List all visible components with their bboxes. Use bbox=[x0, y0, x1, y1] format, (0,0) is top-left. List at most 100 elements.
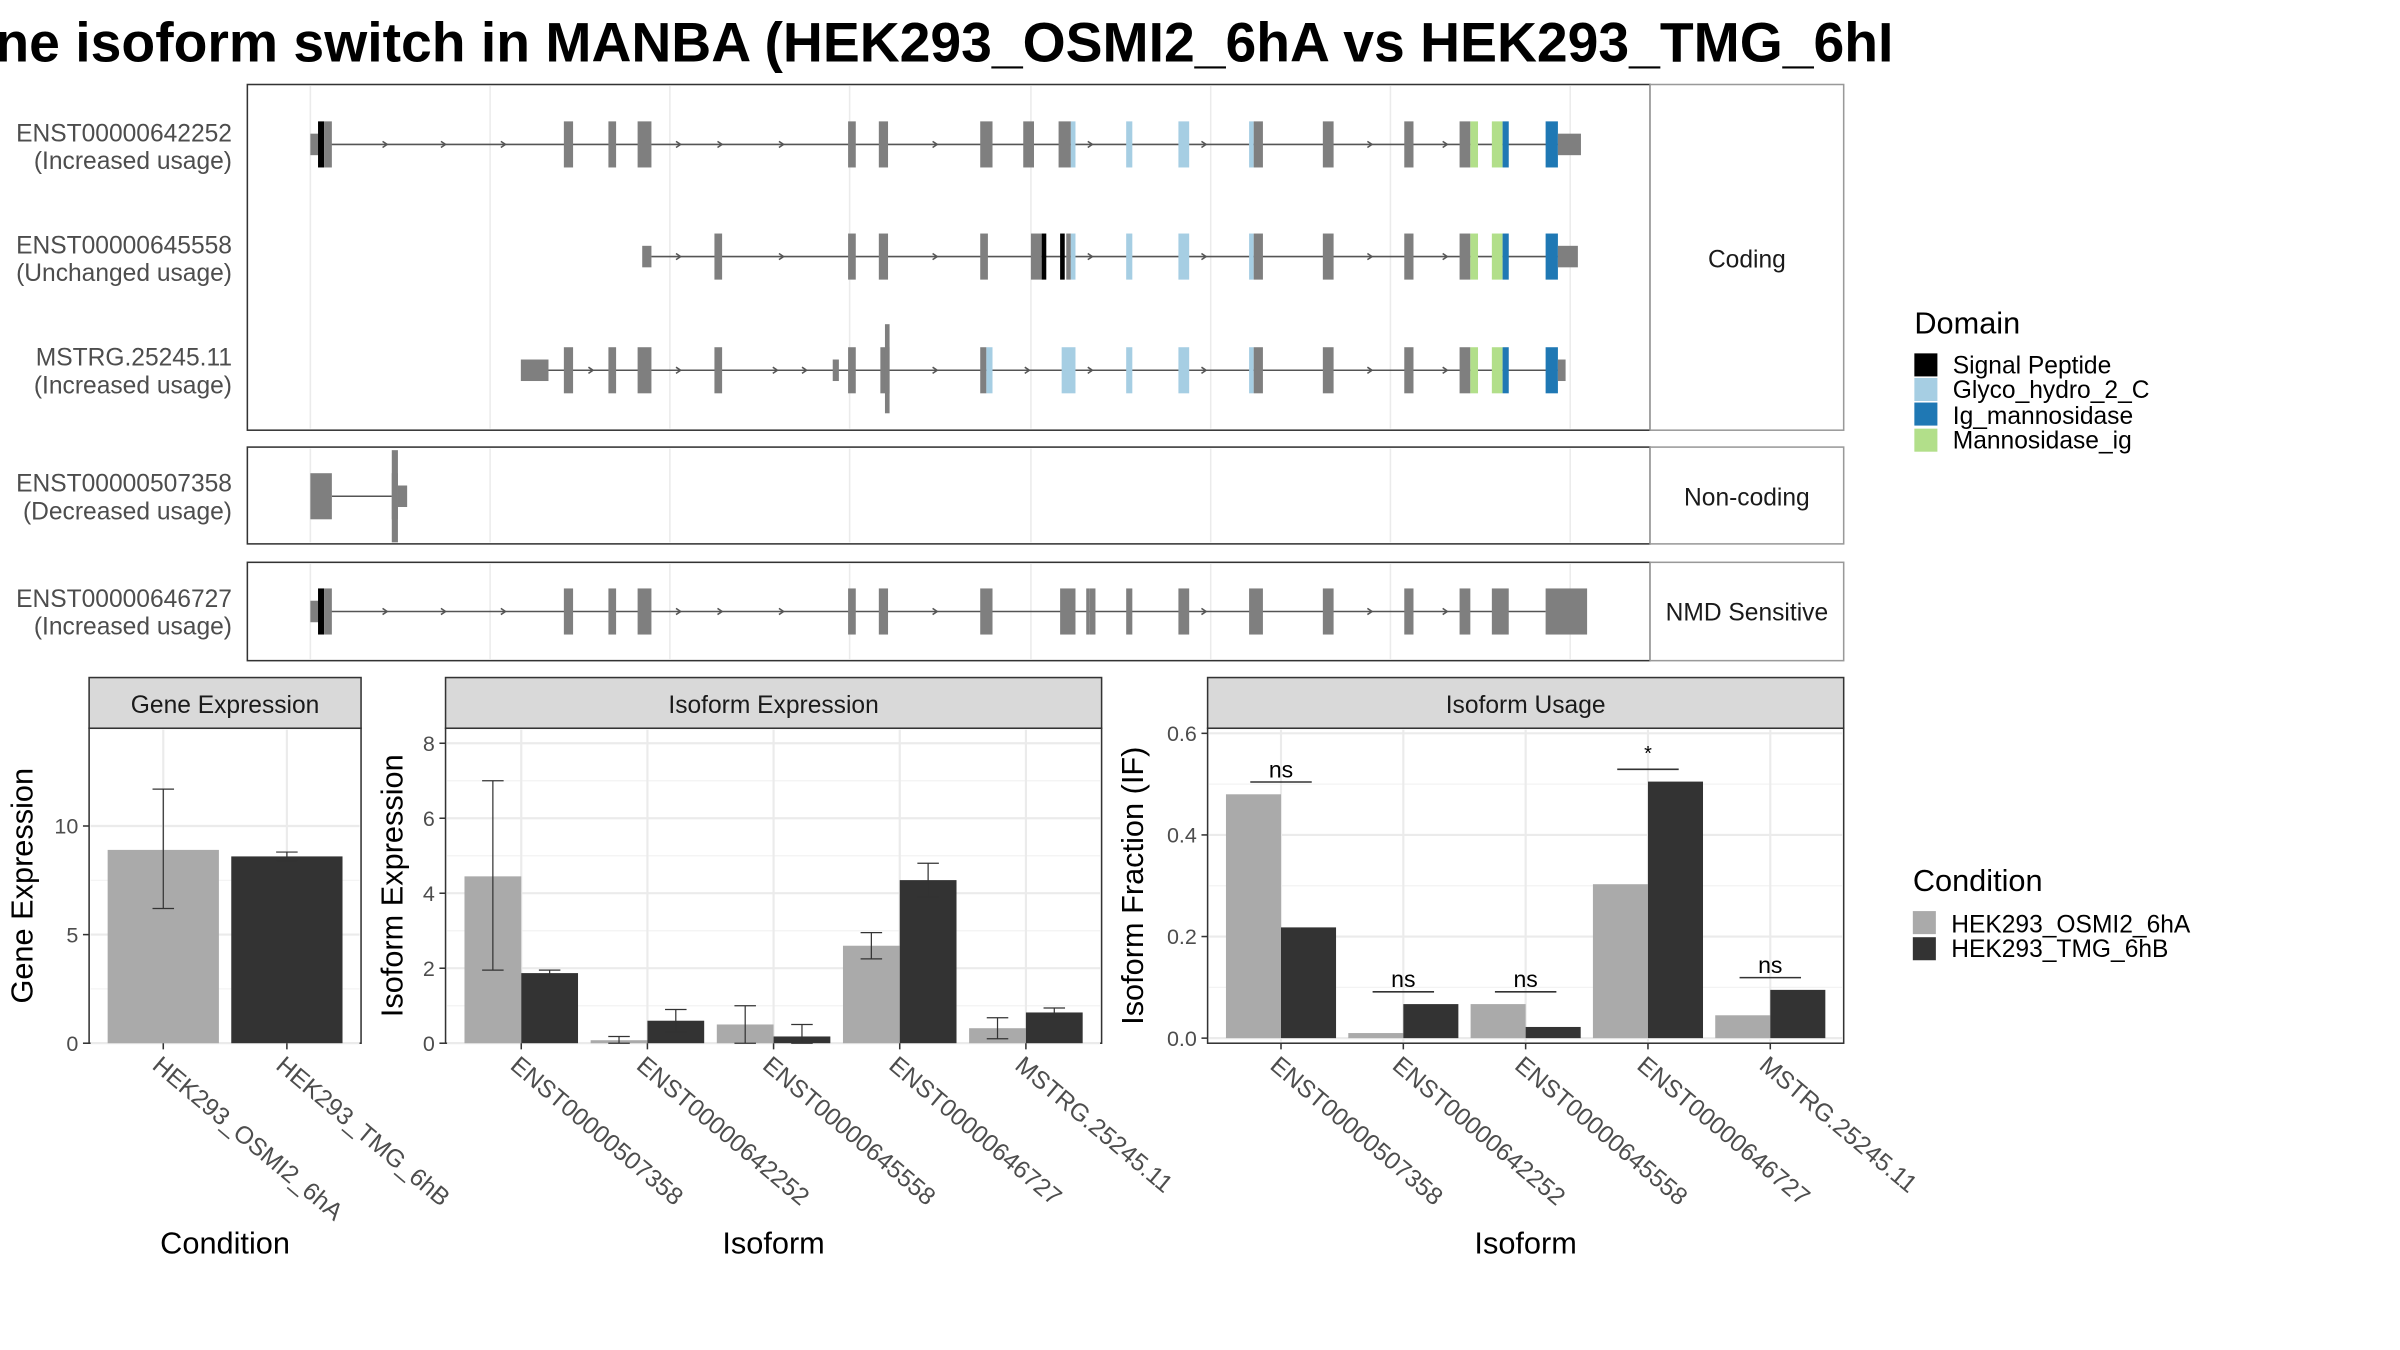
exon bbox=[1178, 233, 1190, 280]
exon bbox=[1322, 347, 1334, 394]
exon bbox=[848, 121, 856, 168]
significance-label: ns bbox=[1269, 756, 1293, 782]
exon bbox=[1253, 347, 1263, 394]
exon bbox=[1459, 347, 1471, 394]
exon bbox=[878, 588, 889, 635]
exon bbox=[1070, 233, 1076, 280]
exon bbox=[1404, 588, 1414, 635]
strand-arrow bbox=[1442, 607, 1449, 616]
bar bbox=[231, 856, 343, 1044]
exon bbox=[980, 347, 987, 394]
strand-arrow bbox=[675, 140, 683, 149]
strand-arrow bbox=[675, 366, 683, 374]
strand-arrow bbox=[1442, 140, 1449, 149]
exon bbox=[324, 121, 332, 168]
isoform-usage-strip bbox=[1206, 676, 1845, 730]
exon bbox=[1470, 121, 1479, 168]
exon bbox=[1030, 233, 1042, 280]
exon bbox=[310, 133, 320, 156]
strand-arrow bbox=[778, 252, 785, 261]
exon bbox=[1404, 121, 1414, 168]
transcript-structures bbox=[310, 121, 1588, 635]
exon bbox=[1061, 347, 1076, 394]
exon bbox=[1557, 359, 1566, 382]
bar bbox=[1770, 989, 1826, 1039]
strand-arrow bbox=[1366, 140, 1374, 149]
exon bbox=[1070, 121, 1076, 168]
exon bbox=[1060, 588, 1076, 635]
exon bbox=[832, 359, 839, 382]
noncoding-strip bbox=[1649, 446, 1845, 545]
strand-arrow bbox=[778, 607, 785, 616]
exon bbox=[1126, 347, 1133, 394]
significance-label: * bbox=[1644, 743, 1652, 765]
exon bbox=[1253, 121, 1263, 168]
gene-expression-strip-title: Gene Expression bbox=[131, 692, 320, 719]
exon bbox=[637, 121, 652, 168]
strand-arrow bbox=[1442, 366, 1449, 374]
transcript-label-usage: (Increased usage) bbox=[34, 372, 232, 399]
structure-section: Coding Non-coding NMD Sensitive ENST0000… bbox=[16, 83, 1845, 662]
figure-title: ne isoform switch in MANBA (HEK293_OSMI2… bbox=[0, 11, 1893, 73]
exon bbox=[608, 588, 617, 635]
y-tick-label: 0.6 bbox=[1167, 722, 1197, 746]
legend-key-ig-mannosidase bbox=[1914, 402, 1938, 426]
exon bbox=[1502, 121, 1509, 168]
exon bbox=[310, 473, 332, 520]
exon bbox=[1545, 233, 1558, 280]
coding-strip-label: Coding bbox=[1708, 246, 1786, 273]
bar bbox=[1470, 1004, 1526, 1039]
exon bbox=[1322, 588, 1334, 635]
legend-label: HEK293_TMG_6hB bbox=[1951, 936, 2168, 963]
legend-label: Mannosidase_ig bbox=[1953, 428, 2132, 455]
exon bbox=[1502, 233, 1509, 280]
exon bbox=[1557, 245, 1578, 268]
exon bbox=[608, 347, 617, 394]
bar bbox=[1348, 1033, 1404, 1039]
isoform-expression-y-title: Isoform Expression bbox=[375, 754, 410, 1017]
exon bbox=[980, 588, 993, 635]
strand-arrow bbox=[717, 607, 724, 616]
exon bbox=[1502, 347, 1509, 394]
transcript-label-id: ENST00000642252 bbox=[16, 120, 232, 147]
isoform-usage-chart: Isoform Usage Isoform Fraction (IF) Isof… bbox=[1115, 676, 1922, 1261]
exon bbox=[1322, 121, 1334, 168]
isoform-usage-y-title: Isoform Fraction (IF) bbox=[1115, 747, 1150, 1025]
transcript-label-id: MSTRG.25245.11 bbox=[36, 345, 232, 372]
bar bbox=[899, 880, 957, 1044]
noncoding-panel bbox=[246, 446, 1651, 545]
exon bbox=[1404, 347, 1414, 394]
exon bbox=[563, 588, 574, 635]
transcript-label-id: ENST00000646727 bbox=[16, 586, 232, 613]
exon bbox=[318, 121, 325, 168]
strand-arrow bbox=[382, 607, 389, 616]
exon bbox=[1545, 121, 1558, 168]
exon bbox=[714, 233, 723, 280]
transcript-label-usage: (Decreased usage) bbox=[23, 498, 232, 525]
strand-arrow bbox=[801, 366, 808, 374]
strand-arrow bbox=[1366, 607, 1374, 616]
exon bbox=[1545, 347, 1558, 394]
transcript-label-id: ENST00000645558 bbox=[16, 233, 232, 260]
exon bbox=[880, 347, 887, 394]
bar bbox=[1281, 927, 1337, 1039]
isoform-expression-strip-title: Isoform Expression bbox=[668, 692, 878, 719]
legend-key-signal-peptide bbox=[1914, 353, 1938, 377]
legend-label: Signal Peptide bbox=[1953, 352, 2112, 379]
y-tick-label: 0.2 bbox=[1167, 925, 1197, 949]
strand-arrow bbox=[932, 252, 939, 261]
exon bbox=[1178, 121, 1190, 168]
strand-arrow bbox=[1201, 252, 1208, 261]
strand-arrow bbox=[1201, 140, 1208, 149]
strand-arrow bbox=[500, 140, 507, 149]
legend-label: Ig_mannosidase bbox=[1953, 403, 2133, 430]
exon bbox=[520, 359, 549, 382]
strand-arrow bbox=[932, 607, 939, 616]
bar bbox=[521, 973, 579, 1044]
gene-expression-x-title: Condition bbox=[160, 1226, 290, 1261]
y-tick-label: 2 bbox=[423, 957, 435, 981]
exon bbox=[1058, 121, 1071, 168]
isoform-usage-strip-title: Isoform Usage bbox=[1446, 692, 1606, 719]
exon bbox=[980, 121, 993, 168]
